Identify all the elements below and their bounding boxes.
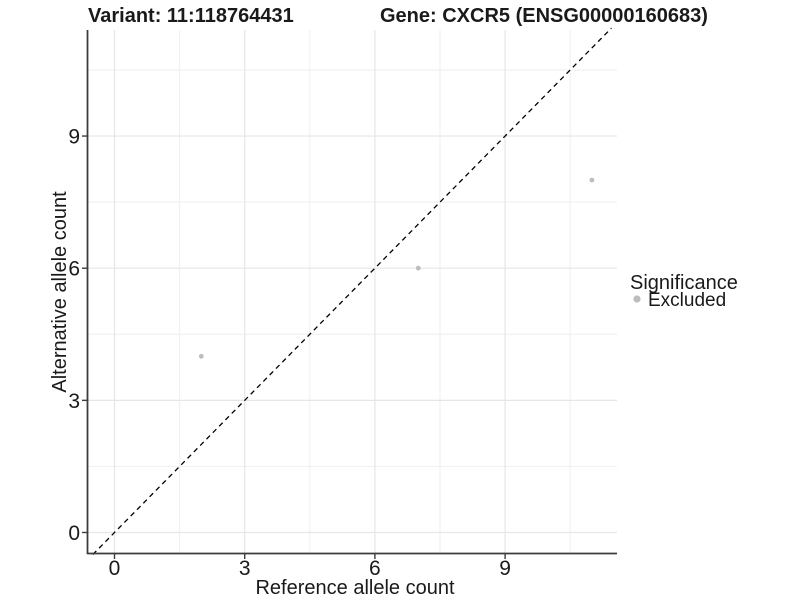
legend-point-excluded [633,295,641,303]
x-axis-ticks [113,553,506,559]
y-axis-title: Alternative allele count [49,191,71,393]
y-tick-label: 9 [68,126,80,149]
x-tick-label: 9 [499,557,511,580]
y-tick-label: 3 [68,390,80,413]
data-points [198,177,595,359]
data-point-excluded [198,353,204,359]
data-point-excluded [589,177,595,183]
x-tick-label: 0 [109,557,121,580]
legend-label-excluded: Excluded [648,290,726,311]
x-tick-label: 6 [369,557,381,580]
y-tick-labels: 0 3 6 9 [68,126,80,545]
y-tick-label: 6 [68,258,80,281]
plot-title-gene: Gene: CXCR5 (ENSG00000160683) [380,5,708,27]
plot-title-variant: Variant: 11:118764431 [88,5,294,27]
gridlines-major [88,30,617,553]
identity-line [92,27,612,555]
y-axis-ticks [82,135,88,534]
x-axis-title: Reference allele count [255,577,454,599]
x-tick-label: 3 [239,557,251,580]
legend-title: Significance [630,272,738,294]
gridlines-minor [88,30,617,553]
data-point-excluded [415,265,421,271]
legend: Significance Excluded [630,272,738,311]
x-tick-labels: 0 3 6 9 [109,557,511,580]
y-tick-label: 0 [68,522,80,545]
